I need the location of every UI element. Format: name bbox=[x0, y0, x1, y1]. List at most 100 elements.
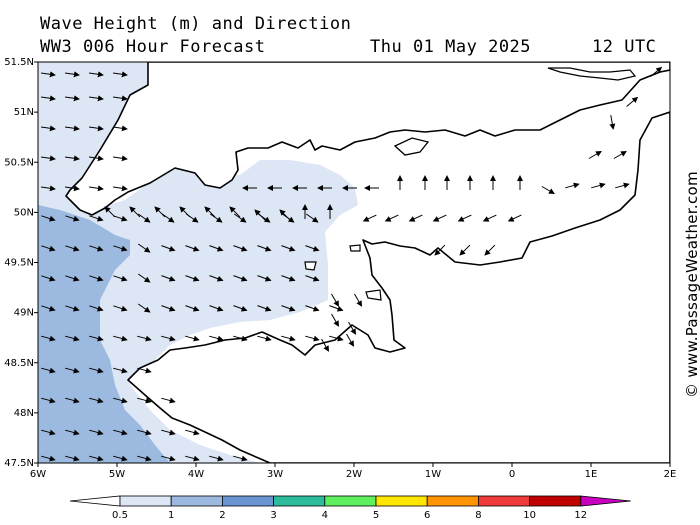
wave-arrow bbox=[89, 335, 104, 342]
lon-tick-label: 2W bbox=[346, 469, 362, 480]
wave-arrow bbox=[88, 185, 104, 192]
wave-arrow bbox=[362, 214, 377, 222]
legend-label: 4 bbox=[322, 510, 328, 521]
wave-arrow bbox=[41, 305, 56, 312]
wave-arrow bbox=[591, 182, 606, 189]
wave-arrow bbox=[482, 214, 497, 222]
wave-arrow bbox=[185, 335, 200, 342]
wave-arrow bbox=[65, 455, 80, 462]
wave-arrow bbox=[154, 206, 166, 218]
wave-arrow bbox=[615, 182, 630, 189]
lat-tick-label: 47.5N bbox=[4, 458, 34, 469]
wave-arrow bbox=[129, 206, 141, 218]
wave-arrow bbox=[233, 213, 247, 223]
wave-arrow bbox=[113, 455, 128, 462]
wave-arrow bbox=[113, 397, 128, 404]
wave-arrow bbox=[209, 305, 224, 312]
lat-tick-label: 50.5N bbox=[4, 157, 34, 168]
wave-arrow bbox=[41, 335, 56, 342]
wave-arrow bbox=[626, 96, 639, 107]
wave-arrow bbox=[305, 335, 320, 342]
legend-label: 12 bbox=[574, 510, 587, 521]
legend-swatch bbox=[375, 495, 428, 507]
wave-arrow bbox=[89, 397, 104, 404]
wave-arrow bbox=[257, 305, 272, 312]
isle-of-wight bbox=[393, 137, 430, 156]
wave-arrow bbox=[137, 429, 152, 436]
wave-arrow bbox=[137, 303, 151, 313]
wave-arrow bbox=[209, 455, 224, 462]
wave-shade-mid bbox=[38, 205, 170, 463]
legend-swatch bbox=[426, 495, 479, 507]
lon-tick-label: 3W bbox=[267, 469, 283, 480]
wave-arrow bbox=[89, 429, 104, 436]
wave-arrow bbox=[113, 215, 128, 222]
wave-arrow bbox=[185, 275, 200, 282]
wave-arrow bbox=[137, 455, 152, 462]
wave-shade-light bbox=[38, 62, 358, 463]
axis-ticks: 6W 5W 4W 3W 2W 1W 0 1E 2E 51.5N 51N 50.5N 50N 49.5N 49… bbox=[4, 57, 676, 480]
wave-arrow bbox=[40, 95, 56, 102]
lat-tick-label: 51.5N bbox=[4, 57, 34, 68]
wave-arrow bbox=[185, 305, 200, 312]
wave-arrow bbox=[321, 338, 330, 352]
wave-arrow bbox=[305, 305, 320, 312]
lat-tick-label: 48.5N bbox=[4, 358, 34, 369]
wave-arrow bbox=[104, 206, 116, 218]
wave-arrow bbox=[161, 397, 176, 404]
wave-arrow bbox=[41, 397, 56, 404]
legend-label: 2 bbox=[219, 510, 225, 521]
wave-arrow bbox=[281, 275, 296, 282]
lon-tick-label: 1E bbox=[585, 469, 598, 480]
wave-arrow bbox=[346, 333, 355, 347]
wave-arrow bbox=[459, 244, 471, 256]
wave-arrow bbox=[609, 115, 616, 130]
wave-arrow bbox=[209, 335, 224, 342]
wave-arrow bbox=[209, 275, 224, 282]
wave-arrow bbox=[185, 455, 200, 462]
wave-arrow bbox=[113, 275, 128, 282]
wave-arrow bbox=[88, 155, 104, 162]
wave-arrow bbox=[113, 305, 128, 312]
wave-arrow bbox=[41, 429, 56, 436]
wave-arrow bbox=[112, 71, 128, 78]
legend-swatch bbox=[529, 495, 582, 507]
lat-tick-label: 49.5N bbox=[4, 258, 34, 269]
wave-arrow bbox=[113, 245, 128, 252]
forecast-date: Thu 01 May 2025 bbox=[370, 37, 532, 57]
wave-arrow bbox=[565, 182, 580, 189]
wave-arrow bbox=[209, 245, 224, 252]
wave-arrow bbox=[588, 151, 602, 159]
legend-label: 1 bbox=[168, 510, 174, 521]
lon-tick-label: 5W bbox=[109, 469, 125, 480]
wave-arrow bbox=[41, 455, 56, 462]
wave-arrow bbox=[112, 185, 128, 192]
lat-tick-label: 48N bbox=[14, 408, 34, 419]
wave-arrow bbox=[348, 321, 357, 335]
wave-arrow bbox=[41, 275, 56, 282]
wave-arrow bbox=[179, 206, 191, 218]
wave-arrow bbox=[112, 95, 128, 102]
wave-arrow bbox=[354, 293, 363, 307]
lon-tick-label: 0 bbox=[509, 469, 515, 480]
wave-arrow bbox=[64, 185, 80, 192]
legend-label: 0.5 bbox=[112, 510, 128, 521]
lon-tick-label: 6W bbox=[30, 469, 46, 480]
wave-arrow bbox=[137, 367, 152, 374]
wave-arrow bbox=[40, 155, 56, 162]
legend-swatch bbox=[324, 495, 377, 507]
wave-arrow bbox=[137, 335, 152, 342]
wave-arrow bbox=[137, 213, 151, 223]
legend-low-tip bbox=[69, 495, 121, 507]
wave-arrow bbox=[233, 455, 248, 462]
wave-arrow bbox=[112, 125, 128, 132]
lat-tick-label: 49N bbox=[14, 308, 34, 319]
wave-arrow bbox=[161, 305, 176, 312]
wave-arrow bbox=[41, 215, 56, 222]
wave-arrow bbox=[65, 215, 80, 222]
wave-arrow bbox=[281, 245, 296, 252]
wave-arrow bbox=[65, 245, 80, 252]
wave-arrow bbox=[89, 275, 104, 282]
wave-arrow bbox=[185, 429, 200, 436]
wave-arrow bbox=[40, 125, 56, 132]
